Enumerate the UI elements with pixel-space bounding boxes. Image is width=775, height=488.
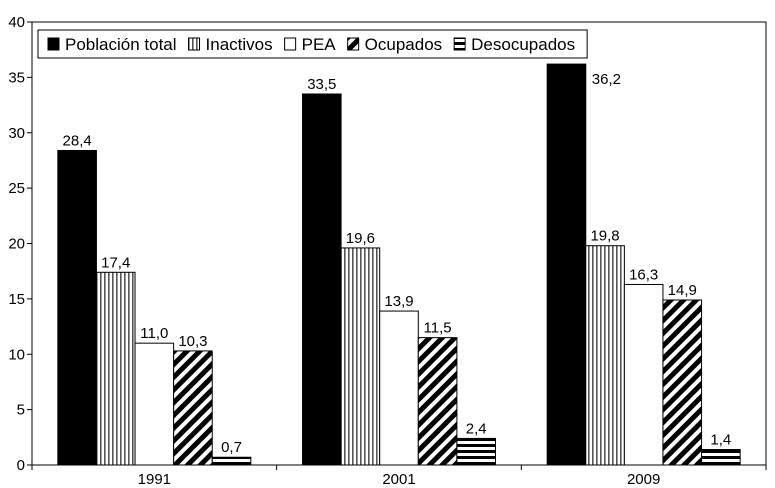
legend-swatch-poblacion-total	[47, 37, 60, 51]
legend-label-poblacion-total: Población total	[65, 35, 177, 54]
data-label-poblacion-total-2009: 36,2	[592, 71, 621, 88]
data-label-poblacion-total-2001: 33,5	[307, 76, 336, 93]
bar-ocupados-2001	[417, 337, 458, 466]
data-label-pea-2009: 16,3	[629, 266, 658, 283]
data-label-poblacion-total-1991: 28,4	[63, 132, 92, 149]
x-tick-label-2009: 2009	[627, 471, 660, 488]
x-tick-label-1991: 1991	[138, 471, 171, 488]
bar-pea-2001	[379, 310, 419, 466]
bars	[57, 63, 741, 466]
y-tick-label: 0	[17, 457, 25, 474]
legend-swatch-desocupados	[453, 37, 466, 51]
bar-desocupados-2009	[701, 448, 741, 466]
bar-poblacion-total-2009	[546, 63, 587, 466]
legend-label-desocupados: Desocupados	[471, 35, 575, 54]
y-tick-label: 25	[8, 180, 25, 197]
y-tick-label: 5	[17, 402, 25, 419]
data-labels: 28,4 17,4 11,0 10,3 0,7 33,5 19,6 13,9 11,5 2,4 36…	[63, 71, 732, 456]
bar-pea-2009	[623, 283, 664, 466]
legend-swatch-inactivos	[188, 37, 201, 51]
y-tick-label: 15	[8, 291, 25, 308]
bar-poblacion-total-2001	[302, 93, 342, 466]
legend-label-pea: PEA	[302, 35, 337, 54]
y-tick-label: 35	[8, 69, 25, 86]
legend-label-ocupados: Ocupados	[365, 35, 443, 54]
data-label-inactivos-2001: 19,6	[346, 230, 375, 247]
legend: Población total Inactivos PEA Ocupados Desoc…	[37, 29, 588, 59]
data-label-ocupados-2001: 11,5	[424, 320, 452, 337]
bar-inactivos-2009	[585, 245, 625, 466]
bar-ocupados-2009	[662, 299, 703, 466]
y-tick-label: 10	[8, 346, 25, 363]
x-tick-label-2001: 2001	[382, 471, 415, 488]
data-label-ocupados-1991: 10,3	[178, 333, 207, 350]
data-label-inactivos-2009: 19,8	[590, 228, 619, 245]
legend-swatch-ocupados	[347, 37, 360, 51]
y-tick-label: 20	[8, 236, 25, 253]
legend-box	[37, 29, 588, 59]
bar-pea-1991	[134, 342, 175, 466]
bar-desocupados-1991	[211, 456, 252, 466]
data-label-desocupados-2001: 2,4	[466, 420, 487, 437]
bar-desocupados-2001	[456, 437, 496, 466]
y-tick-label: 30	[8, 125, 25, 142]
data-label-pea-1991: 11,0	[140, 325, 168, 342]
bar-ocupados-1991	[173, 350, 213, 466]
bar-inactivos-1991	[95, 271, 136, 466]
data-label-desocupados-2009: 1,4	[710, 431, 731, 448]
bar-poblacion-total-1991	[57, 149, 97, 466]
data-label-pea-2001: 13,9	[384, 293, 413, 310]
legend-label-inactivos: Inactivos	[206, 35, 273, 54]
bar-inactivos-2001	[340, 247, 381, 466]
legend-swatch-pea	[284, 37, 297, 51]
data-label-ocupados-2009: 14,9	[668, 282, 697, 299]
data-label-desocupados-1991: 0,7	[221, 439, 242, 456]
data-label-inactivos-1991: 17,4	[101, 254, 130, 271]
y-tick-label: 40	[8, 14, 25, 31]
